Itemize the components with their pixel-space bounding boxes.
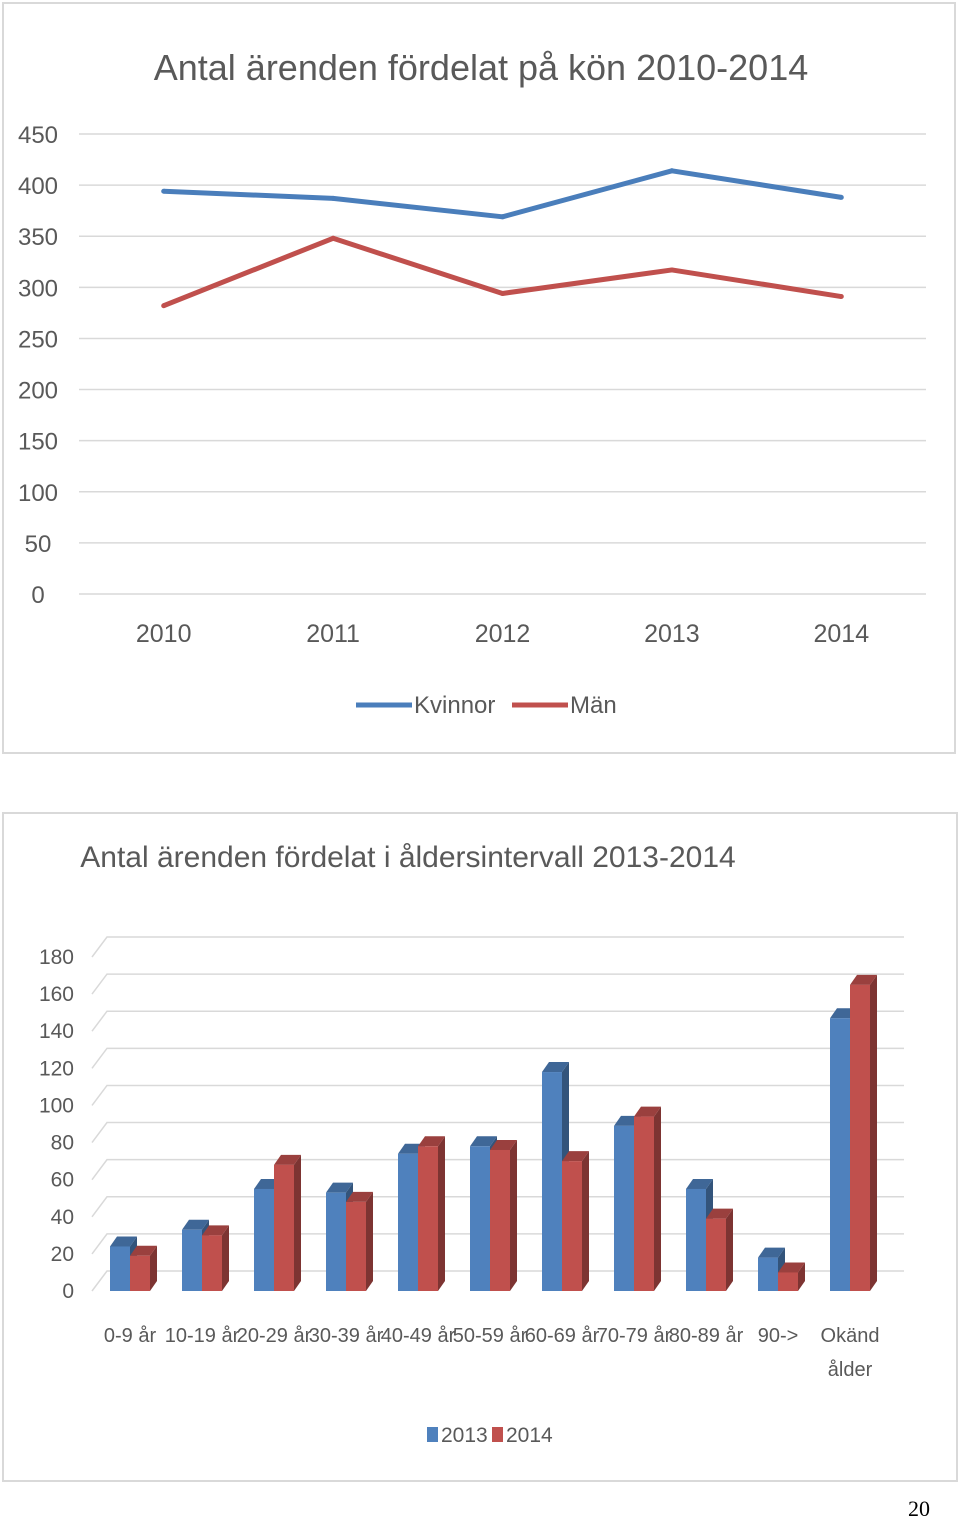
age-bar-chart-panel: Antal ärenden fördelat i åldersintervall… bbox=[2, 812, 958, 1482]
bar-2014 bbox=[490, 1139, 517, 1291]
line-point bbox=[500, 214, 505, 220]
line-y-tick-label: 350 bbox=[18, 224, 58, 251]
line-point bbox=[330, 235, 336, 241]
bar-x-tick-label: 70-79 år bbox=[597, 1325, 672, 1347]
line-legend-label: Män bbox=[570, 692, 617, 719]
line-point bbox=[669, 267, 675, 273]
line-y-tick-label: 250 bbox=[18, 326, 58, 353]
bar-x-tick-label: 80-89 år bbox=[669, 1325, 744, 1347]
bar-2014 bbox=[130, 1245, 157, 1291]
bar-legend-label: 2013 bbox=[441, 1424, 488, 1447]
bar-y-tick-label: 140 bbox=[39, 1020, 74, 1043]
line-x-tick-label: 2012 bbox=[475, 620, 531, 648]
bar-2014 bbox=[418, 1136, 445, 1291]
bar-x-tick-label: 50-59 år bbox=[453, 1325, 528, 1347]
legend-bar-swatch bbox=[427, 1427, 438, 1442]
line-point bbox=[669, 168, 675, 174]
bar-x-tick-label: 40-49 år bbox=[381, 1325, 456, 1347]
bar-y-tick-label: 80 bbox=[51, 1132, 74, 1155]
bar-x-tick-label: 60-69 år bbox=[525, 1325, 600, 1347]
bar-2014 bbox=[274, 1154, 301, 1291]
bar-y-tick-label: 40 bbox=[51, 1206, 74, 1229]
legend-bar-swatch bbox=[492, 1427, 503, 1442]
bar-gridline bbox=[91, 973, 904, 995]
line-point bbox=[161, 188, 167, 194]
line-series-kvinnor bbox=[163, 168, 842, 220]
line-y-tick-label: 450 bbox=[18, 122, 58, 149]
bar-gridline bbox=[91, 1084, 904, 1106]
line-point bbox=[838, 194, 844, 200]
bar-2014 bbox=[778, 1262, 805, 1291]
line-y-tick-label: 100 bbox=[18, 480, 58, 507]
bar-y-tick-label: 20 bbox=[51, 1243, 74, 1266]
line-y-tick-label: 300 bbox=[18, 275, 58, 302]
line-x-tick-label: 2010 bbox=[136, 620, 192, 648]
bar-gridline bbox=[91, 936, 904, 958]
bar-x-tick-label: Okänd ålder bbox=[821, 1325, 880, 1381]
line-point bbox=[330, 195, 336, 201]
bar-y-tick-label: 100 bbox=[39, 1094, 74, 1117]
line-chart-title: Antal ärenden fördelat på kön 2010-2014 bbox=[154, 47, 809, 88]
line-point bbox=[500, 290, 505, 296]
line-point bbox=[838, 294, 844, 300]
line-x-tick-label: 2013 bbox=[644, 620, 700, 648]
bar-2014 bbox=[850, 974, 877, 1291]
bar-y-tick-label: 120 bbox=[39, 1057, 74, 1080]
bar-y-tick-label: 0 bbox=[62, 1280, 74, 1303]
line-point bbox=[161, 303, 167, 309]
bar-2014 bbox=[562, 1151, 589, 1291]
bar-x-tick-label: 0-9 år bbox=[104, 1325, 157, 1347]
bar-2013 bbox=[758, 1247, 785, 1291]
bar-x-tick-label: 10-19 år bbox=[165, 1325, 240, 1347]
bar-y-tick-label: 60 bbox=[51, 1169, 74, 1192]
line-legend-label: Kvinnor bbox=[414, 692, 495, 719]
line-y-tick-label: 200 bbox=[18, 378, 58, 405]
bar-2014 bbox=[706, 1208, 733, 1291]
line-x-tick-label: 2014 bbox=[813, 620, 869, 648]
age-bar-chart: Antal ärenden fördelat i åldersintervall… bbox=[39, 841, 904, 1447]
bar-x-tick-label: 20-29 år bbox=[237, 1325, 312, 1347]
line-y-tick-label: 150 bbox=[18, 429, 58, 456]
line-y-tick-label: 0 bbox=[31, 582, 44, 609]
bar-2014 bbox=[346, 1191, 373, 1291]
bar-chart-title: Antal ärenden fördelat i åldersintervall… bbox=[80, 841, 735, 874]
bar-legend-label: 2014 bbox=[506, 1424, 553, 1447]
gender-line-chart-panel: Antal ärenden fördelat på kön 2010-2014 … bbox=[2, 2, 956, 754]
bar-2014 bbox=[634, 1106, 661, 1291]
bar-x-tick-label: 30-39 år bbox=[309, 1325, 384, 1347]
bar-y-tick-label: 160 bbox=[39, 983, 74, 1006]
bar-gridline bbox=[91, 1047, 904, 1069]
bar-y-tick-label: 180 bbox=[39, 946, 74, 969]
bar-gridline bbox=[91, 1010, 904, 1032]
line-x-tick-label: 2011 bbox=[306, 620, 360, 648]
page-number: 20 bbox=[908, 1496, 930, 1521]
line-y-tick-label: 400 bbox=[18, 173, 58, 200]
gender-line-chart: Antal ärenden fördelat på kön 2010-2014 … bbox=[18, 47, 926, 719]
bar-2014 bbox=[202, 1225, 229, 1291]
bar-gridline bbox=[91, 1121, 904, 1144]
bar-x-tick-label: 90-> bbox=[758, 1325, 799, 1347]
line-y-tick-label: 50 bbox=[25, 531, 52, 558]
